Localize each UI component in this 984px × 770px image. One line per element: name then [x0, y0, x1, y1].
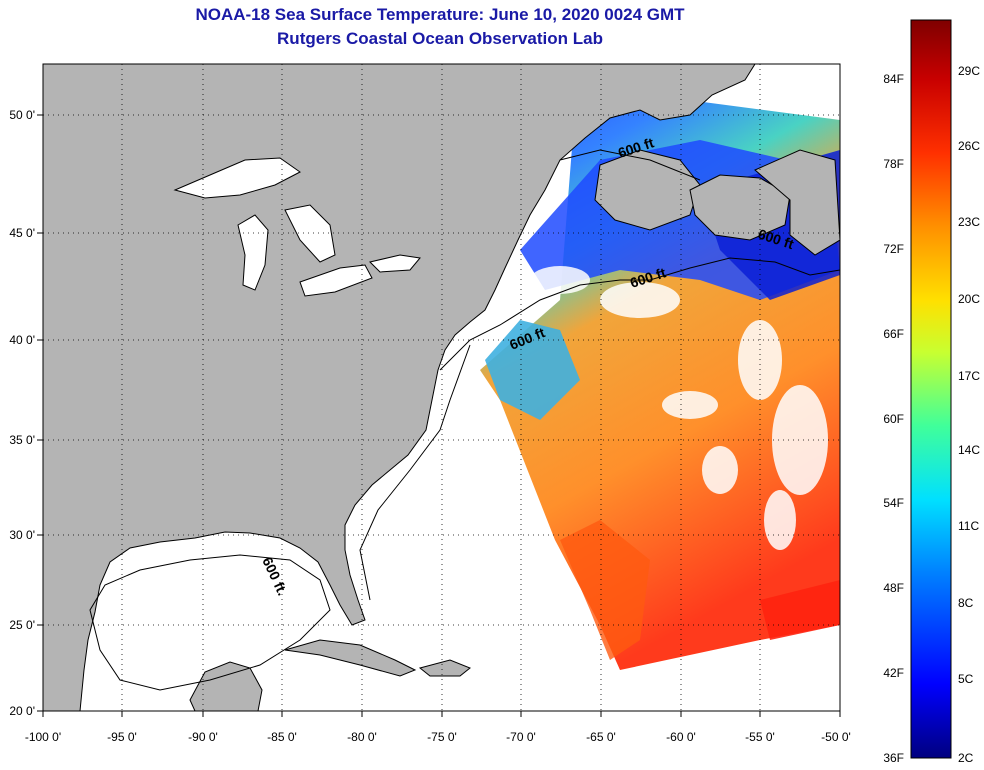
map-subtitle: Rutgers Coastal Ocean Observation Lab	[277, 29, 603, 48]
lon-label: -60 0'	[666, 730, 696, 744]
lat-label: 25 0'	[9, 618, 35, 632]
lat-label: 45 0'	[9, 226, 35, 240]
lon-label: -70 0'	[506, 730, 536, 744]
lon-label: -75 0'	[427, 730, 457, 744]
colorbar-c-label: 11C	[958, 519, 979, 533]
colorbar-c-label: 23C	[958, 215, 980, 229]
colorbar-c-label: 20C	[958, 292, 980, 306]
lat-label: 30 0'	[9, 528, 35, 542]
colorbar-c-label: 29C	[958, 64, 980, 78]
great-lakes	[173, 157, 421, 297]
colorbar-c-label: 2C	[958, 751, 974, 765]
colorbar-f-label: 66F	[883, 327, 904, 341]
lon-label: -100 0'	[25, 730, 61, 744]
lon-label: -50 0'	[821, 730, 851, 744]
colorbar-f-label: 48F	[883, 581, 904, 595]
colorbar-f-label: 84F	[883, 72, 904, 86]
colorbar-f-label: 42F	[883, 666, 904, 680]
lon-label: -85 0'	[267, 730, 297, 744]
colorbar-f-label: 78F	[883, 157, 904, 171]
lat-label: 40 0'	[9, 333, 35, 347]
colorbar-f-label: 54F	[883, 496, 904, 510]
map-title: NOAA-18 Sea Surface Temperature: June 10…	[195, 5, 685, 24]
lat-label: 35 0'	[9, 433, 35, 447]
colorbar-f-label: 36F	[883, 751, 904, 765]
colorbar-c-label: 26C	[958, 139, 980, 153]
lon-label: -95 0'	[107, 730, 137, 744]
colorbar	[910, 19, 952, 759]
colorbar-c-label: 17C	[958, 369, 980, 383]
colorbar-c-label: 8C	[958, 596, 974, 610]
lat-label: 20 0'	[9, 704, 35, 718]
colorbar-f-label: 72F	[883, 242, 904, 256]
lon-label: -80 0'	[347, 730, 377, 744]
isobath-lines	[89, 149, 840, 691]
axis-ticks	[37, 114, 841, 717]
lon-label: -55 0'	[745, 730, 775, 744]
colorbar-f-label: 60F	[883, 412, 904, 426]
lat-label: 50 0'	[9, 108, 35, 122]
lon-label: -65 0'	[586, 730, 616, 744]
colorbar-c-label: 14C	[958, 443, 980, 457]
lon-label: -90 0'	[188, 730, 218, 744]
colorbar-c-label: 5C	[958, 672, 974, 686]
